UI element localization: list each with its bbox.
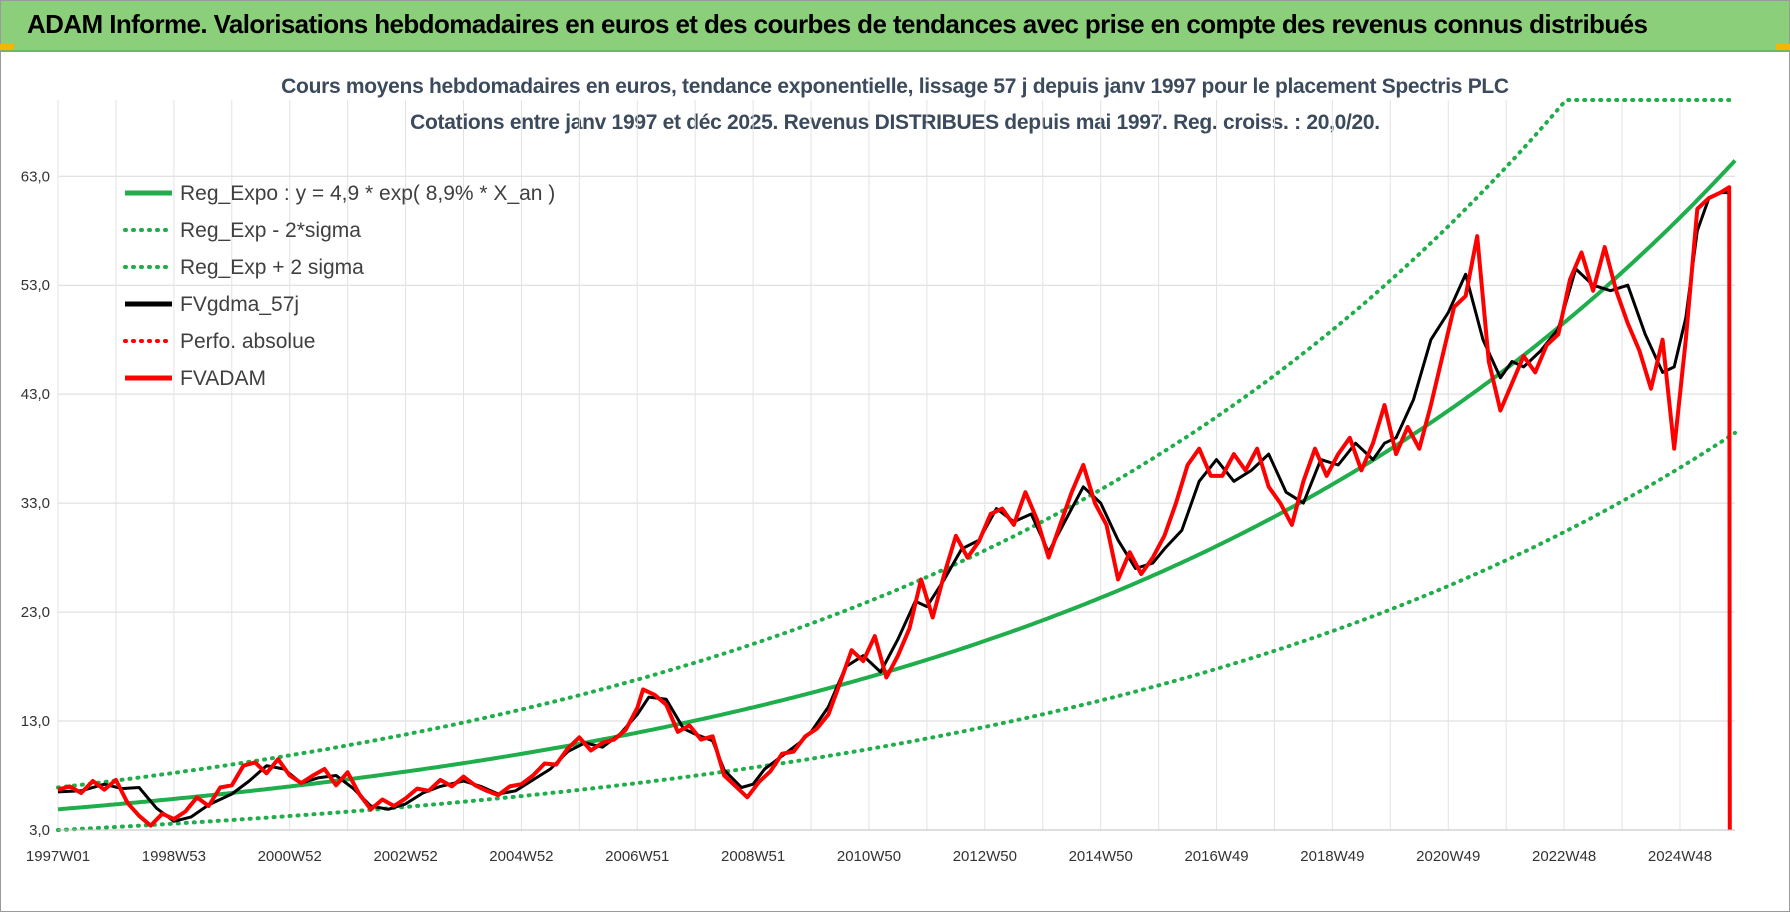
y-tick-label: 33,0 xyxy=(21,495,50,512)
x-tick-label: 2020W49 xyxy=(1416,848,1480,865)
chart-title: Cours moyens hebdomadaires en euros, ten… xyxy=(281,75,1509,98)
chart-legend: Reg_Expo : y = 4,9 * exp( 8,9% * X_an ) R… xyxy=(123,182,555,390)
y-tick-label: 43,0 xyxy=(21,386,50,403)
chart-grid xyxy=(57,100,1735,831)
legend-label: Perfo. absolue xyxy=(180,330,315,353)
y-tick-label: 13,0 xyxy=(21,713,50,730)
legend-label: Reg_Exp + 2 sigma xyxy=(180,256,364,279)
legend-label: Reg_Expo : y = 4,9 * exp( 8,9% * X_an ) xyxy=(180,182,555,205)
x-tick-label: 2024W48 xyxy=(1648,848,1712,865)
x-tick-label: 1997W01 xyxy=(26,848,90,865)
x-tick-label: 2008W51 xyxy=(721,848,785,865)
legend-label: Reg_Exp - 2*sigma xyxy=(180,219,361,242)
legend-label: FVADAM xyxy=(180,367,266,390)
series-line xyxy=(56,98,1737,790)
y-tick-label: 53,0 xyxy=(21,277,50,294)
y-tick-label: 3,0 xyxy=(29,822,50,839)
legend-label: FVgdma_57j xyxy=(180,293,299,316)
x-tick-label: 2014W50 xyxy=(1069,848,1133,865)
corner-marker-left xyxy=(0,44,14,50)
x-tick-label: 2016W49 xyxy=(1184,848,1248,865)
corner-marker-right xyxy=(1776,44,1790,50)
x-tick-label: 2000W52 xyxy=(258,848,322,865)
chart-axes: 3,0 13,0 23,0 33,0 43,0 53,0 63,0 1997W01 1998W5… xyxy=(21,168,1735,865)
x-tick-label: 2006W51 xyxy=(605,848,669,865)
series-line xyxy=(57,185,1732,831)
series-line xyxy=(56,430,1737,832)
x-tick-label: 2010W50 xyxy=(837,848,901,865)
x-tick-label: 2018W49 xyxy=(1300,848,1364,865)
banner: ADAM Informe. Valorisations hebdomadaire… xyxy=(1,1,1789,52)
banner-title: ADAM Informe. Valorisations hebdomadaire… xyxy=(27,9,1648,39)
chart-subtitle: Cotations entre janv 1997 et déc 2025. R… xyxy=(410,111,1380,134)
x-tick-label: 2004W52 xyxy=(489,848,553,865)
x-tick-label: 2022W48 xyxy=(1532,848,1596,865)
chart-series xyxy=(56,98,1737,832)
series-line xyxy=(57,191,1730,823)
y-tick-label: 23,0 xyxy=(21,604,50,621)
x-tick-label: 2002W52 xyxy=(373,848,437,865)
x-tick-label: 2012W50 xyxy=(953,848,1017,865)
series-line xyxy=(57,159,1737,812)
x-tick-label: 1998W53 xyxy=(142,848,206,865)
y-tick-label: 63,0 xyxy=(21,168,50,185)
